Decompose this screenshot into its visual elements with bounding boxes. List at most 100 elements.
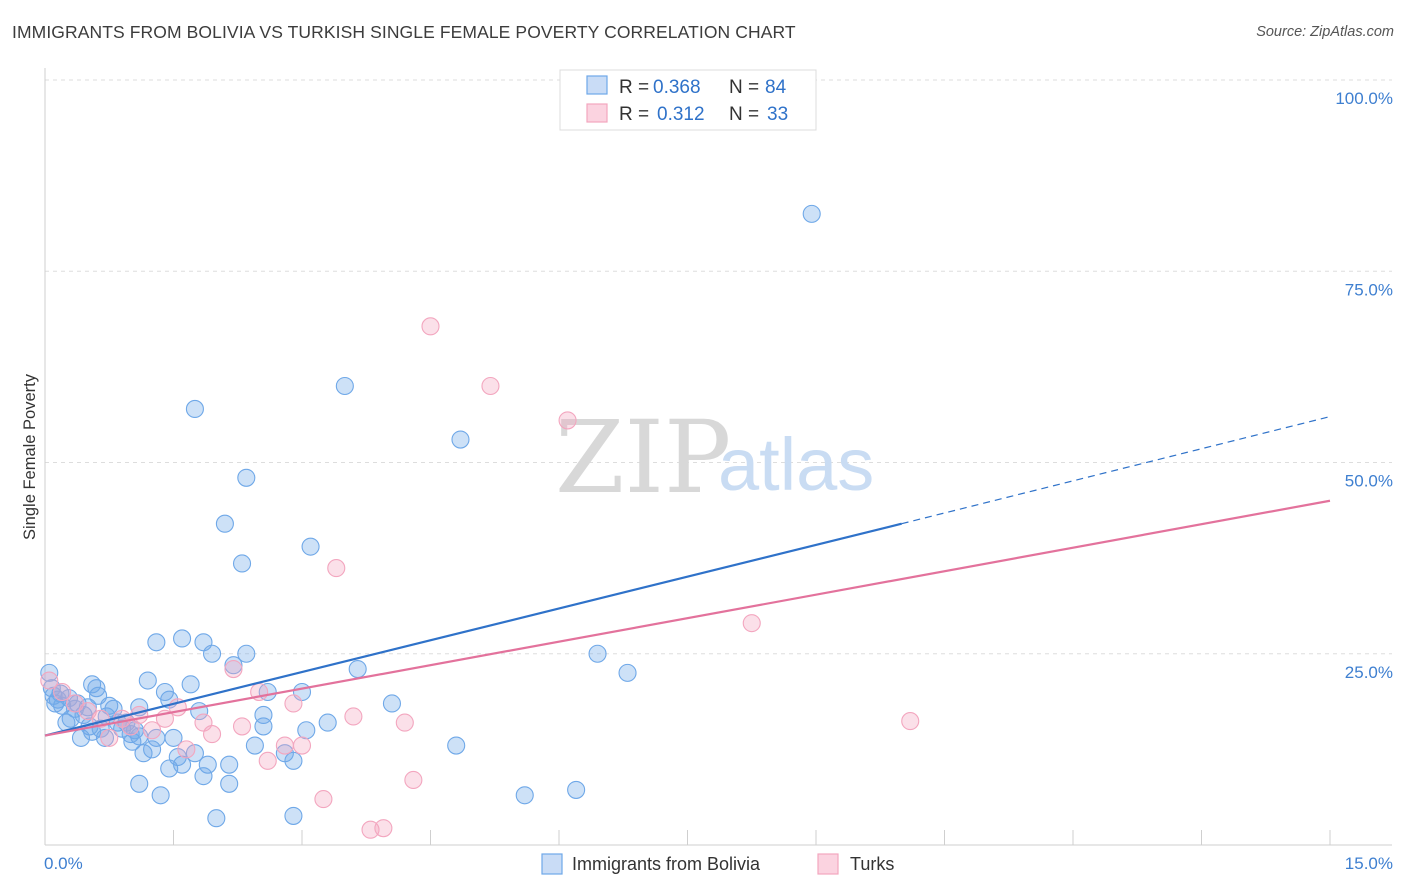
series-legend-label-turks: Turks [850, 854, 894, 874]
turks-point-22 [314, 790, 333, 809]
bolivia-point-79 [802, 204, 821, 223]
bolivia-point-57 [232, 554, 252, 573]
bolivia-point-41 [164, 728, 183, 747]
turks-point-31 [558, 411, 577, 430]
turks-point-21 [292, 736, 312, 755]
bolivia-point-81 [237, 468, 256, 487]
turks-point-0 [40, 671, 59, 690]
turks-point-9 [143, 721, 162, 740]
turks-point-1 [53, 682, 72, 702]
bolivia-point-75 [515, 786, 534, 805]
turks-point-15 [224, 659, 243, 679]
source-label: Source: ZipAtlas.com [1256, 24, 1394, 40]
bolivia-point-68 [301, 537, 320, 556]
bolivia-point-70 [335, 376, 354, 396]
series-turks-points [40, 317, 920, 839]
bolivia-point-73 [447, 736, 466, 755]
watermark-zip: ZIP [555, 399, 731, 516]
bolivia-point-61 [254, 705, 273, 725]
turks-point-8 [130, 705, 149, 725]
series-legend-swatch-turks [817, 853, 839, 875]
legend-r-label-bolivia: R = [619, 77, 649, 98]
bolivia-point-34 [143, 740, 162, 759]
bolivia-point-53 [215, 514, 234, 533]
bolivia-point-58 [237, 644, 256, 663]
gridlines [45, 79, 1392, 655]
legend-r-value-bolivia: 0.368 [653, 77, 701, 98]
series-legend-swatch-bolivia [541, 853, 563, 875]
turks-point-19 [275, 736, 294, 755]
y-tick-label-1: 50.0% [1345, 472, 1393, 491]
chart-title: IMMIGRANTS FROM BOLIVIA VS TURKISH SINGL… [12, 22, 796, 42]
bolivia-point-36 [147, 633, 166, 652]
bolivia-point-33 [138, 671, 157, 690]
bolivia-point-45 [181, 675, 200, 694]
legend-swatch-bolivia [586, 75, 608, 95]
trend-line-bolivia [44, 522, 902, 737]
bolivia-point-43 [173, 629, 192, 648]
turks-point-28 [404, 770, 423, 790]
bolivia-point-52 [207, 809, 226, 828]
bolivia-point-76 [567, 780, 586, 799]
axes [44, 68, 1392, 846]
bolivia-point-67 [297, 721, 316, 740]
bolivia-point-32 [130, 774, 149, 793]
bolivia-point-59 [245, 736, 264, 755]
turks-point-18 [258, 751, 277, 770]
turks-point-5 [100, 728, 119, 747]
turks-point-24 [344, 707, 363, 726]
turks-point-27 [395, 713, 414, 732]
y-tick-label-2: 75.0% [1345, 280, 1393, 299]
y-tick-label-3: 100.0% [1335, 89, 1393, 108]
turks-point-23 [327, 559, 346, 578]
bolivia-point-54 [220, 774, 239, 793]
bolivia-point-20 [95, 728, 115, 747]
legend-n-value-turks: 33 [767, 104, 788, 125]
turks-point-16 [232, 717, 252, 736]
turks-point-20 [284, 694, 303, 713]
trend-lines [44, 416, 1331, 737]
bolivia-point-55 [220, 755, 239, 774]
bolivia-point-65 [284, 806, 303, 825]
trend-line-bolivia-extension [901, 416, 1331, 525]
bolivia-point-80 [185, 399, 204, 419]
bolivia-point-46 [185, 744, 204, 763]
tick-labels: 25.0% 50.0% 75.0% 100.0% 0.0% 15.0% [44, 89, 1393, 873]
bolivia-point-83 [83, 675, 102, 694]
trend-line-turks [44, 499, 1331, 737]
turks-point-26 [374, 819, 393, 838]
bolivia-point-78 [618, 663, 637, 682]
legend-r-label-turks: R = [619, 104, 649, 125]
legend-n-value-bolivia: 84 [765, 77, 787, 98]
bolivia-point-49 [198, 755, 217, 774]
turks-point-32 [742, 614, 761, 633]
series-bolivia-points [40, 204, 821, 828]
bolivia-point-71 [348, 659, 367, 679]
stats-legend: R = 0.368 N = 84 R = 0.312 N = 33 [559, 69, 817, 131]
x-tick-label-1: 15.0% [1345, 854, 1393, 873]
bolivia-point-64 [284, 751, 303, 770]
y-tick-label-0: 25.0% [1345, 663, 1393, 682]
bolivia-point-48 [194, 767, 213, 786]
x-tick-label-0: 0.0% [44, 854, 83, 873]
bolivia-point-72 [382, 694, 402, 713]
series-legend-label-bolivia: Immigrants from Bolivia [572, 854, 761, 874]
watermark-atlas: atlas [718, 423, 874, 506]
turks-point-12 [177, 740, 196, 759]
turks-point-14 [203, 725, 222, 744]
legend-swatch-turks [586, 103, 608, 123]
legend-r-value-turks: 0.312 [657, 104, 705, 125]
bolivia-point-77 [588, 644, 607, 663]
turks-point-33 [901, 712, 920, 731]
bolivia-point-69 [318, 713, 337, 732]
turks-point-30 [481, 376, 500, 396]
bolivia-point-37 [151, 786, 170, 805]
bolivia-point-0 [40, 663, 59, 682]
turks-point-29 [421, 317, 440, 336]
bolivia-point-56 [224, 656, 243, 675]
y-axis-label: Single Female Poverty [21, 373, 39, 540]
legend-n-label-turks: N = [729, 104, 759, 125]
bolivia-point-74 [451, 430, 470, 449]
series-legend: Immigrants from Bolivia Turks [541, 853, 894, 875]
